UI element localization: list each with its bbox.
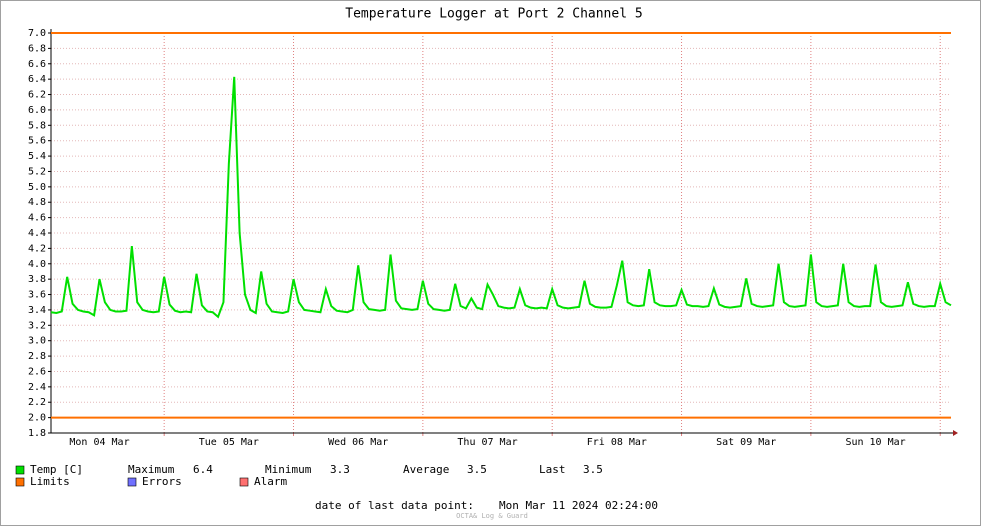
- stat-value: 6.4: [193, 463, 213, 476]
- x-tick-label: Thu 07 Mar: [457, 437, 517, 448]
- y-tick-label: 3.0: [28, 336, 46, 347]
- y-tick-label: 6.4: [28, 74, 46, 85]
- y-tick-label: 6.2: [28, 90, 46, 101]
- stat-label: Average: [403, 463, 449, 476]
- stat-value: 3.3: [330, 463, 350, 476]
- y-tick-label: 1.8: [28, 428, 46, 439]
- legend-swatch: [127, 477, 137, 487]
- y-tick-label: 2.4: [28, 382, 46, 393]
- y-tick-label: 4.2: [28, 243, 46, 254]
- legend-label: Temp [C]: [30, 463, 83, 476]
- x-tick-label: Sat 09 Mar: [716, 437, 776, 448]
- y-tick-label: 4.6: [28, 213, 46, 224]
- y-tick-label: 3.4: [28, 305, 46, 316]
- y-tick-label: 2.8: [28, 351, 46, 362]
- stat-label: Maximum: [128, 463, 175, 476]
- y-tick-label: 3.6: [28, 290, 46, 301]
- legend-swatch: [15, 465, 25, 475]
- x-tick-label: Mon 04 Mar: [69, 437, 129, 448]
- y-tick-label: 2.6: [28, 366, 46, 377]
- y-tick-label: 3.8: [28, 274, 46, 285]
- y-tick-label: 5.6: [28, 136, 46, 147]
- stat-label: Last: [539, 463, 566, 476]
- legend-swatch: [239, 477, 249, 487]
- y-tick-label: 5.0: [28, 182, 46, 193]
- y-tick-label: 7.0: [28, 28, 46, 39]
- data-line: [50, 76, 952, 319]
- y-tick-label: 5.4: [28, 151, 46, 162]
- y-tick-label: 6.8: [28, 43, 46, 54]
- x-axis-arrow: [953, 430, 958, 436]
- y-tick-label: 5.8: [28, 120, 46, 131]
- y-tick-label: 6.6: [28, 59, 46, 70]
- stat-value: 3.5: [583, 463, 603, 476]
- y-tick-label: 4.4: [28, 228, 46, 239]
- stat-value: 3.5: [467, 463, 487, 476]
- chart-title: Temperature Logger at Port 2 Channel 5: [345, 7, 642, 22]
- y-tick-label: 2.0: [28, 413, 46, 424]
- x-tick-label: Fri 08 Mar: [587, 437, 647, 448]
- y-tick-label: 4.0: [28, 259, 46, 270]
- x-tick-label: Tue 05 Mar: [199, 437, 259, 448]
- footer-value: Mon Mar 11 2024 02:24:00: [499, 499, 658, 512]
- legend-label: Limits: [30, 475, 70, 488]
- credit: OCTA& Log & Guard: [456, 512, 528, 520]
- legend-label: Errors: [142, 475, 182, 488]
- y-tick-label: 3.2: [28, 320, 46, 331]
- y-tick-label: 2.2: [28, 397, 46, 408]
- legend-swatch: [15, 477, 25, 487]
- y-tick-label: 6.0: [28, 105, 46, 116]
- x-tick-label: Wed 06 Mar: [328, 437, 388, 448]
- x-tick-label: Sun 10 Mar: [845, 437, 905, 448]
- footer-label: date of last data point:: [315, 499, 474, 512]
- legend-label: Alarm: [254, 475, 287, 488]
- y-tick-label: 4.8: [28, 197, 46, 208]
- y-tick-label: 5.2: [28, 166, 46, 177]
- stat-label: Minimum: [265, 463, 312, 476]
